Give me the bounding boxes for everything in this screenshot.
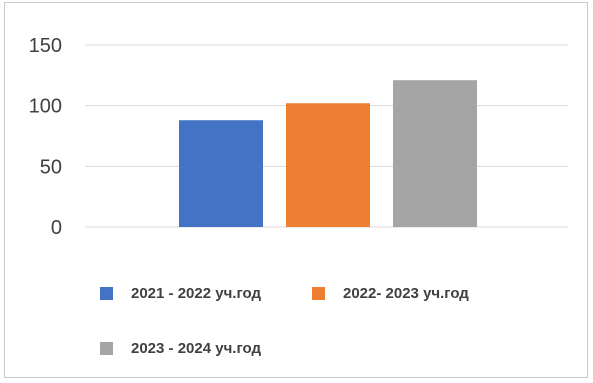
y-tick-label: 50 (40, 156, 62, 178)
bar-2 (286, 103, 370, 227)
bars (179, 80, 477, 227)
bar-3 (393, 80, 477, 227)
y-axis-ticks: 0 50 100 150 (29, 35, 62, 239)
bar-1 (179, 120, 263, 227)
y-tick-label: 100 (29, 96, 62, 118)
y-tick-label: 150 (29, 35, 62, 57)
y-tick-label: 0 (51, 217, 62, 239)
